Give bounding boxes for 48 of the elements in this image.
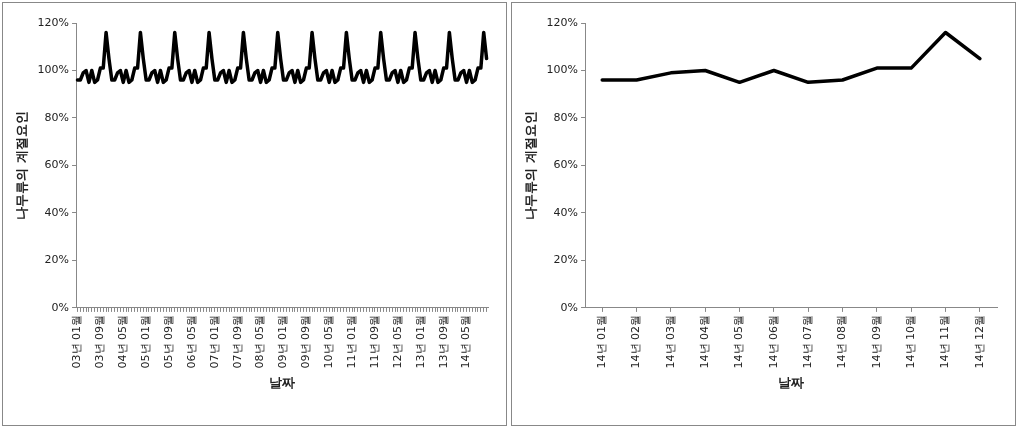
x-axis-title: 날짜: [778, 374, 805, 390]
x-axis-title: 날짜: [269, 374, 296, 390]
y-axis-title: 나무류의 계절요인: [14, 111, 30, 220]
x-tick-label: 03년 01월: [70, 314, 84, 369]
x-tick-label: 06년 05월: [184, 314, 198, 369]
y-tick-label: 80%: [553, 110, 579, 124]
y-tick-label: 120%: [546, 15, 579, 29]
x-tick-label: 14년 10월: [904, 314, 918, 369]
x-tick-label: 14년 09월: [869, 314, 883, 369]
x-tick-label: 14년 08월: [835, 314, 849, 369]
x-tick-label: 14년 11월: [938, 314, 952, 369]
y-tick-label: 60%: [553, 158, 579, 172]
x-tick-label: 03년 09월: [93, 314, 107, 369]
y-tick-label: 80%: [44, 110, 70, 124]
x-tick-label: 14년 06월: [766, 314, 780, 369]
x-tick-label: 13년 01월: [413, 314, 427, 369]
x-tick-label: 14년 02월: [629, 314, 643, 369]
y-tick-label: 40%: [44, 205, 70, 219]
x-tick-label: 14년 07월: [801, 314, 815, 369]
y-tick-label: 0%: [51, 300, 70, 314]
x-tick-label: 11년 01월: [344, 314, 358, 369]
x-tick-label: 14년 05월: [459, 314, 473, 369]
x-tick-label: 07년 09월: [230, 314, 244, 369]
y-tick-label: 20%: [553, 253, 579, 267]
x-tick-label: 04년 05월: [116, 314, 130, 369]
x-tick-label: 14년 05월: [732, 314, 746, 369]
x-tick-label: 09년 09월: [299, 314, 313, 369]
x-tick-label: 14년 04월: [698, 314, 712, 369]
x-tick-label: 05년 01월: [139, 314, 152, 369]
x-tick-label: 13년 09월: [436, 314, 450, 369]
y-tick-label: 20%: [44, 253, 70, 267]
x-tick-label: 08년 05월: [253, 314, 267, 369]
x-tick-label: 09년 01월: [276, 314, 290, 369]
y-tick-label: 100%: [546, 63, 579, 77]
x-tick-label: 14년 03월: [663, 314, 677, 369]
x-tick-label: 12년 05월: [390, 314, 404, 369]
y-tick-label: 40%: [553, 205, 579, 219]
y-tick-label: 60%: [44, 158, 70, 172]
x-tick-label: 05년 09월: [161, 314, 175, 369]
x-tick-label: 14년 01월: [595, 314, 609, 369]
x-tick-label: 10년 05월: [322, 314, 336, 369]
y-axis-title: 나무류의 계절요인: [523, 111, 539, 220]
y-tick-label: 120%: [37, 15, 70, 29]
x-tick-label: 07년 01월: [207, 314, 221, 369]
x-tick-label: 14년 12월: [972, 314, 986, 369]
y-tick-label: 0%: [560, 300, 579, 314]
y-tick-label: 100%: [37, 63, 70, 77]
x-tick-label: 11년 09월: [367, 314, 381, 369]
